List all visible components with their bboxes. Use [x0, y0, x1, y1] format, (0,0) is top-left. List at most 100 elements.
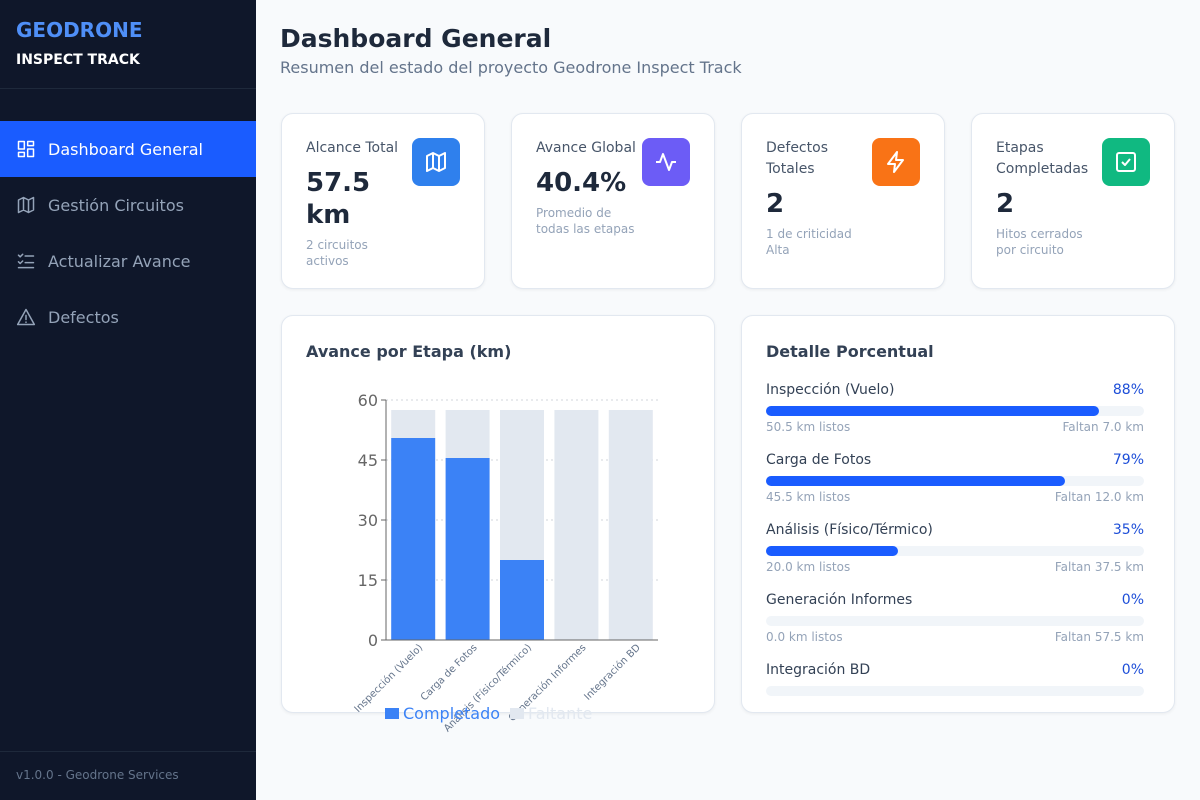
- progress-item: Análisis (Físico/Térmico) 35% 20.0 km list…: [766, 522, 1144, 582]
- legend-label: Faltante: [528, 704, 592, 723]
- stat-label: Avance Global: [536, 140, 636, 156]
- page-title: Dashboard General: [280, 24, 552, 53]
- progress-track: [766, 406, 1144, 416]
- item-remaining: Faltan 7.0 km: [1062, 420, 1144, 434]
- stat-card: Defectos Totales 2 1 de criticidad Alta: [741, 113, 945, 289]
- bar-segment: [608, 410, 653, 640]
- progress-item: Integración BD 0%: [766, 662, 1144, 722]
- nav-item[interactable]: Gestión Circuitos: [0, 177, 256, 233]
- item-done: 45.5 km listos: [766, 490, 851, 504]
- item-name: Generación Informes: [766, 592, 913, 608]
- progress-track: [766, 686, 1144, 696]
- stat-note: Promedio de todas las etapas: [536, 206, 635, 236]
- progress-fill: [766, 546, 899, 556]
- nav-label: Defectos: [48, 307, 119, 327]
- progress-item: Generación Informes 0% 0.0 km listos Faltan…: [766, 592, 1144, 652]
- stat-card: Alcance Total 57.5 km 2 circuitos activos: [281, 113, 485, 289]
- brand-subtitle: INSPECT TRACK: [16, 52, 140, 68]
- nav-icon: [16, 308, 36, 326]
- stat-value: 2: [996, 189, 1015, 219]
- item-percent: 79%: [1112, 452, 1144, 468]
- nav-icon: [17, 196, 35, 214]
- separator: [0, 88, 256, 89]
- separator: [0, 751, 256, 752]
- progress-fill: [766, 476, 1065, 486]
- nav-icon: [17, 140, 35, 158]
- item-done: 20.0 km listos: [766, 560, 851, 574]
- item-percent: 0%: [1121, 662, 1144, 678]
- item-percent: 0%: [1121, 592, 1144, 608]
- chart-title: Avance por Etapa (km): [306, 342, 512, 361]
- item-remaining: Faltan 57.5 km: [1054, 630, 1144, 644]
- item-done: 0.0 km listos: [766, 630, 843, 644]
- bar-segment: [445, 410, 490, 458]
- item-percent: 88%: [1112, 382, 1144, 398]
- stat-card: Avance Global 40.4% Promedio de todas las …: [511, 113, 715, 289]
- bar-segment: [445, 458, 490, 640]
- sidebar: GEODRONE INSPECT TRACK v1.0.0 - Geodrone…: [0, 0, 256, 800]
- page-subtitle: Resumen del estado del proyecto Geodrone…: [280, 58, 742, 77]
- stat-icon: [872, 138, 920, 186]
- stat-text: Etapas Completadas 2 Hitos cerrados por ci…: [996, 138, 1104, 258]
- stat-label: Defectos Totales: [766, 140, 828, 177]
- y-tick-label: 45: [358, 451, 378, 470]
- progress-fill: [766, 406, 1099, 416]
- stat-text: Alcance Total 57.5 km 2 circuitos activos: [306, 138, 414, 269]
- stat-value: 57.5 km: [306, 168, 371, 230]
- bar-segment: [500, 410, 544, 560]
- progress-track: [766, 616, 1144, 626]
- nav-item[interactable]: Defectos: [0, 289, 256, 345]
- progress-track: [766, 546, 1144, 556]
- bar-segment: [554, 410, 599, 640]
- bar-segment: [391, 410, 436, 438]
- nav-item[interactable]: Actualizar Avance: [0, 233, 256, 289]
- progress-track: [766, 476, 1144, 486]
- item-remaining: Faltan 37.5 km: [1054, 560, 1144, 574]
- stat-icon: [412, 138, 460, 186]
- legend-swatch: [510, 708, 525, 719]
- nav-item[interactable]: Dashboard General: [0, 121, 256, 177]
- stat-text: Defectos Totales 2 1 de criticidad Alta: [766, 138, 874, 258]
- brand-title: GEODRONE: [16, 18, 143, 42]
- stat-label: Alcance Total: [306, 140, 399, 156]
- stat-value: 40.4%: [536, 168, 627, 198]
- stat-card: Etapas Completadas 2 Hitos cerrados por ci…: [971, 113, 1175, 289]
- stat-note: 2 circuitos activos: [306, 238, 368, 268]
- stat-icon: [642, 138, 690, 186]
- progress-item: Inspección (Vuelo) 88% 50.5 km listos Falta…: [766, 382, 1144, 442]
- legend-label: Completado: [403, 704, 500, 723]
- stat-label: Etapas Completadas: [996, 140, 1089, 177]
- progress-item: Carga de Fotos 79% 45.5 km listos Faltan 12…: [766, 452, 1144, 512]
- item-name: Integración BD: [766, 662, 871, 678]
- item-percent: 35%: [1112, 522, 1144, 538]
- chart-card: Avance por Etapa (km) 0 15 30 45 60 Inspecció…: [281, 315, 715, 734]
- item-name: Inspección (Vuelo): [766, 382, 895, 398]
- y-tick-label: 30: [358, 511, 378, 530]
- item-name: Análisis (Físico/Térmico): [766, 522, 933, 538]
- item-name: Carga de Fotos: [766, 452, 872, 468]
- stat-note: Hitos cerrados por circuito: [996, 227, 1083, 257]
- stat-icon: [1102, 138, 1150, 186]
- bar-segment: [500, 560, 544, 640]
- detail-title: Detalle Porcentual: [766, 342, 934, 361]
- nav-icon: [17, 253, 35, 269]
- y-tick-label: 60: [358, 391, 378, 410]
- x-tick-label: Integración BD: [582, 641, 643, 702]
- stat-note: 1 de criticidad Alta: [766, 227, 852, 257]
- y-tick-label: 15: [358, 571, 378, 590]
- nav-label: Dashboard General: [48, 139, 203, 159]
- detail-card: Detalle Porcentual Inspección (Vuelo) 88%…: [741, 315, 1175, 713]
- legend-swatch: [385, 708, 399, 719]
- stat-value: 2: [766, 189, 785, 219]
- bar-segment: [391, 438, 436, 640]
- x-tick-label: Carga de Fotos: [419, 642, 480, 703]
- item-done: 50.5 km listos: [766, 420, 851, 434]
- item-remaining: Faltan 12.0 km: [1054, 490, 1144, 504]
- y-tick-label: 0: [368, 631, 378, 650]
- footer: v1.0.0 - Geodrone Services: [16, 768, 179, 782]
- nav-label: Actualizar Avance: [48, 251, 191, 271]
- stat-text: Avance Global 40.4% Promedio de todas las …: [536, 138, 644, 237]
- nav-label: Gestión Circuitos: [48, 195, 184, 215]
